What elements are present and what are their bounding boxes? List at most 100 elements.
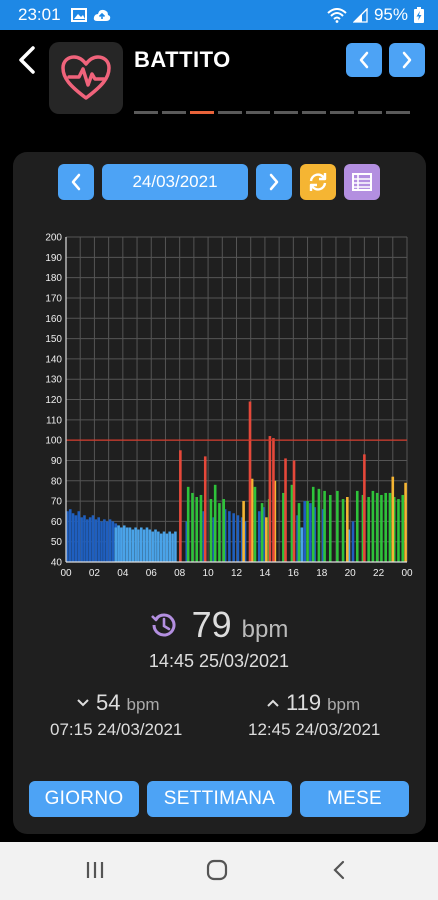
chart-bar: [191, 492, 194, 562]
chart-bar: [282, 492, 285, 562]
chart-bar: [323, 490, 326, 562]
chart-bar: [212, 517, 216, 562]
history-icon: [150, 613, 176, 637]
recent-apps-icon[interactable]: [84, 858, 106, 882]
chart-bar: [151, 531, 154, 562]
y-tick-label: 140: [45, 354, 62, 365]
page-title: BATTITO: [134, 47, 231, 72]
chart-bar: [145, 527, 149, 562]
x-tick-label: 00: [60, 568, 72, 579]
home-icon[interactable]: [205, 858, 229, 882]
chart-bar: [185, 521, 189, 562]
heart-rate-chart: 40 50 60 70 80 90 100 110 120 130 140 150 160 170 180 1…: [45, 233, 413, 580]
prev-day-button[interactable]: [58, 164, 94, 200]
chart-bar: [71, 513, 75, 562]
page-indicator: [134, 111, 410, 114]
chart-bar: [120, 527, 123, 562]
x-tick-label: 06: [146, 568, 158, 579]
page-indicator-dash: [190, 111, 214, 114]
chart-bar: [228, 511, 231, 562]
tab-day[interactable]: GIORNO: [29, 781, 139, 817]
chart-bar: [131, 529, 135, 562]
tab-week[interactable]: SETTIMANA: [147, 781, 292, 817]
wifi-icon: [327, 7, 347, 23]
chart-bar: [257, 511, 261, 562]
chart-bar: [125, 527, 129, 562]
page-indicator-dash: [386, 111, 410, 114]
page-indicator-dash: [358, 111, 382, 114]
chart-bar: [240, 517, 244, 562]
chart-bar: [253, 486, 257, 562]
chart-bar: [137, 529, 140, 562]
current-reading: 79 bpm: [0, 604, 438, 646]
tab-month[interactable]: MESE: [300, 781, 409, 817]
y-tick-label: 90: [51, 456, 63, 467]
chart-bar: [66, 511, 69, 562]
chart-bar: [111, 521, 115, 562]
chart-bar: [380, 494, 383, 562]
x-tick-label: 20: [345, 568, 357, 579]
prev-page-button[interactable]: [346, 43, 382, 77]
chart-bar: [317, 488, 321, 562]
page-indicator-dash: [134, 111, 158, 114]
y-tick-label: 170: [45, 293, 62, 304]
chart-bar: [297, 503, 301, 562]
next-page-button[interactable]: [389, 43, 425, 77]
refresh-button[interactable]: [300, 164, 336, 200]
chart-bar: [203, 456, 207, 562]
x-tick-label: 08: [174, 568, 186, 579]
y-tick-label: 60: [51, 517, 63, 528]
chart-bar: [272, 438, 275, 562]
chart-bar: [140, 527, 143, 562]
chart-bar: [105, 521, 109, 562]
y-tick-label: 40: [51, 558, 63, 569]
x-tick-label: 22: [373, 568, 385, 579]
chart-bar: [94, 519, 98, 562]
x-tick-label: 14: [259, 568, 271, 579]
chart-bar: [375, 492, 379, 562]
app-icon: [49, 42, 123, 114]
chart-bar: [134, 527, 137, 562]
chart-bar: [142, 529, 146, 562]
chart-bar: [296, 515, 299, 562]
chart-bar: [336, 490, 339, 562]
back-icon[interactable]: [328, 858, 350, 882]
chart-bar: [83, 515, 86, 562]
chart-bar: [284, 458, 287, 562]
chart-bar: [168, 531, 172, 562]
gallery-icon: [70, 8, 87, 22]
maximum-timestamp: 12:45 24/03/2021: [248, 720, 381, 739]
x-tick-label: 18: [316, 568, 328, 579]
minimum-reading: 54 bpm: [76, 690, 160, 716]
next-day-button[interactable]: [256, 164, 292, 200]
chart-bar: [388, 492, 392, 562]
system-nav-bar: [0, 842, 438, 900]
battery-charging-icon: [414, 7, 424, 23]
chart-bar: [86, 519, 89, 562]
chart-bar: [195, 497, 199, 562]
chart-bar: [159, 533, 163, 562]
chart-bar: [242, 501, 245, 562]
chart-bar: [268, 436, 272, 562]
chart-bar: [341, 499, 345, 562]
chart-bar: [321, 509, 325, 562]
table-view-button[interactable]: [344, 164, 380, 200]
x-tick-label: 04: [117, 568, 129, 579]
date-selector-button[interactable]: 24/03/2021: [102, 164, 248, 200]
y-tick-label: 110: [46, 415, 62, 426]
status-time: 23:01: [18, 5, 61, 24]
y-tick-label: 70: [51, 497, 63, 508]
y-tick-label: 160: [45, 314, 62, 325]
minimum-timestamp: 07:15 24/03/2021: [50, 720, 183, 739]
y-tick-label: 100: [45, 436, 62, 447]
chart-bar: [397, 499, 400, 562]
chart-bar: [292, 460, 296, 562]
chart-bar: [80, 517, 83, 562]
x-tick-label: 10: [203, 568, 215, 579]
status-bar: 23:01 95%: [0, 0, 438, 30]
chart-bar: [371, 490, 375, 562]
chart-bar: [114, 527, 118, 562]
back-arrow-icon[interactable]: [14, 44, 40, 76]
y-tick-label: 120: [45, 395, 62, 406]
chart-bar: [88, 517, 92, 562]
